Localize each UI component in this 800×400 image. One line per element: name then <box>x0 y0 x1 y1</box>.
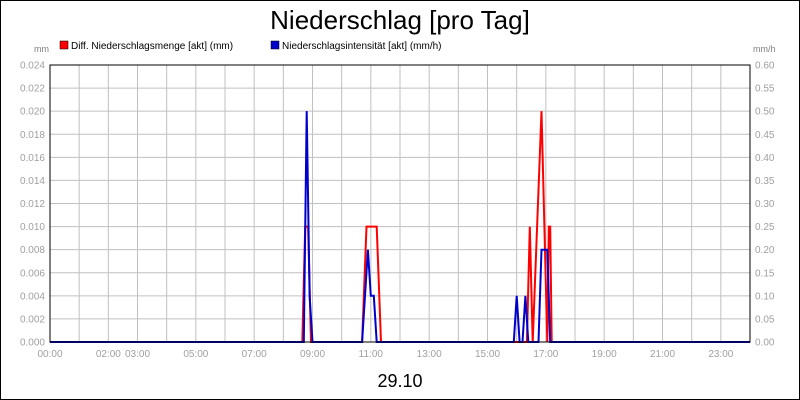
chart-title: Niederschlag [pro Tag] <box>270 5 530 35</box>
y-right-tick-label: 0.55 <box>755 84 775 95</box>
x-tick-label: 02:00 <box>96 349 121 360</box>
y-right-tick-label: 0.25 <box>755 222 775 233</box>
y-left-tick-label: 0.012 <box>20 199 45 210</box>
y-left-tick-label: 0.004 <box>20 291 45 302</box>
y-right-tick-label: 0.50 <box>755 107 775 118</box>
y-right-tick-label: 0.20 <box>755 245 775 256</box>
y-right-tick-label: 0.60 <box>755 61 775 72</box>
gridlines <box>50 65 750 342</box>
x-tick-label: 11:00 <box>359 349 384 360</box>
y-left-tick-label: 0.024 <box>20 61 45 72</box>
y-right-tick-label: 0.05 <box>755 314 775 325</box>
x-tick-label: 21:00 <box>650 349 675 360</box>
x-tick-label: 19:00 <box>592 349 617 360</box>
y-left-tick-label: 0.020 <box>20 107 45 118</box>
x-tick-label: 17:00 <box>533 349 558 360</box>
y-right-tick-label: 0.15 <box>755 268 775 279</box>
x-tick-label: 00:00 <box>37 349 62 360</box>
y-right-tick-label: 0.00 <box>755 338 775 349</box>
y-left-tick-label: 0.016 <box>20 153 45 164</box>
y-left-tick-label: 0.000 <box>20 338 45 349</box>
x-tick-label: 13:00 <box>417 349 442 360</box>
y-left-tick-label: 0.008 <box>20 245 45 256</box>
legend-label-series2: Niederschlagsintensität [akt] (mm/h) <box>282 41 442 52</box>
tick-labels: 0.000 0.00 0.002 0.05 0.004 0.10 0.006 0.15 0.00… <box>20 61 775 361</box>
y-left-tick-label: 0.002 <box>20 314 45 325</box>
legend-label-series1: Diff. Niederschlagsmenge [akt] (mm) <box>71 41 233 52</box>
x-tick-label: 23:00 <box>708 349 733 360</box>
legend-swatch-series1 <box>59 40 69 50</box>
x-tick-label: 15:00 <box>475 349 500 360</box>
y-left-tick-label: 0.010 <box>20 222 45 233</box>
y-right-unit: mm/h <box>753 44 776 54</box>
y-left-tick-label: 0.018 <box>20 130 45 141</box>
x-tick-label: 07:00 <box>242 349 267 360</box>
y-right-tick-label: 0.40 <box>755 153 775 164</box>
x-tick-label: 03:00 <box>125 349 150 360</box>
y-left-tick-label: 0.006 <box>20 268 45 279</box>
legend-swatch-series2 <box>270 40 280 50</box>
y-left-tick-label: 0.014 <box>20 176 45 187</box>
y-right-tick-label: 0.35 <box>755 176 775 187</box>
y-right-tick-label: 0.10 <box>755 291 775 302</box>
x-tick-label: 05:00 <box>183 349 208 360</box>
y-right-tick-label: 0.45 <box>755 130 775 141</box>
date-label: 29.10 <box>377 371 422 391</box>
y-left-tick-label: 0.022 <box>20 84 45 95</box>
y-right-tick-label: 0.30 <box>755 199 775 210</box>
x-tick-label: 09:00 <box>300 349 325 360</box>
y-left-unit: mm <box>34 44 49 54</box>
plot-area-border <box>49 64 751 343</box>
